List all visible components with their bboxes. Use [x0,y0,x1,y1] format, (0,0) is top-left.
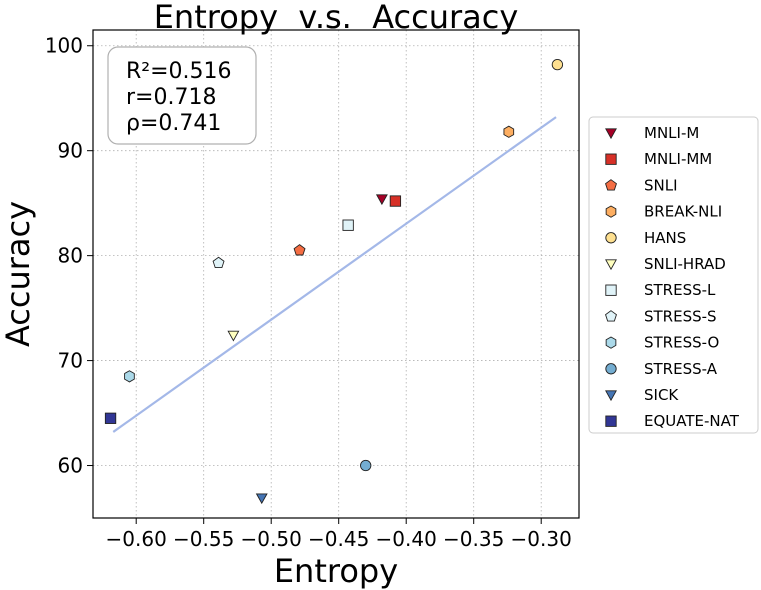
stats-annotation: R²=0.516 r=0.718 ρ=0.741 [107,46,257,145]
x-tick-label: −0.40 [376,527,437,551]
point-mnli-m [375,194,388,206]
point-break-nli [503,125,515,138]
point-hans [551,58,564,71]
y-tick-label: 100 [45,34,83,58]
x-tick-label: −0.35 [443,527,504,551]
legend-label-stress-l: STRESS-L [644,281,716,299]
point-stress-o [124,370,135,383]
legend-marker-sick [605,390,617,402]
x-axis-label: Entropy [274,552,398,590]
plot-frame [92,29,580,519]
legend-marker-mnli-m [605,128,617,140]
point-mnli-mm [389,195,402,207]
legend-label-stress-a: STRESS-A [644,360,718,378]
y-tick-label: 60 [58,454,83,478]
legend-marker-stress-l [605,284,617,296]
legend-label-hans: HANS [644,229,686,247]
legend-label-mnli-m: MNLI-M [644,124,699,142]
y-ticks: 60 70 80 90 100 [45,34,93,478]
legend-marker-mnli-mm [605,153,617,165]
y-tick-label: 90 [58,139,83,163]
legend-marker-break-nli [605,205,617,218]
legend-label-stress-s: STRESS-S [644,307,717,325]
data-points [104,58,564,505]
legend-label-stress-o: STRESS-O [644,334,719,352]
point-snli-hrad [227,330,240,342]
legend-label-mnli-mm: MNLI-MM [644,150,712,168]
point-equate-nat [104,412,117,424]
x-tick-label: −0.50 [241,527,302,551]
stat-r-squared: R²=0.516 [126,59,232,84]
x-tick-label: −0.30 [511,527,572,551]
legend: MNLI-M MNLI-MM SNLI BREAK-NLI HANS SNLI-HRAD S… [588,116,759,434]
legend-marker-stress-s [605,310,617,322]
legend-marker-stress-a [605,363,617,375]
point-sick [255,493,268,505]
point-stress-a [360,459,372,472]
legend-label-sick: SICK [644,386,679,404]
regression-line [112,116,557,433]
legend-marker-snli [605,179,617,191]
fit-layer [112,116,557,433]
legend-label-break-nli: BREAK-NLI [644,203,722,221]
x-tick-label: −0.60 [106,527,167,551]
legend-marker-snli-hrad [605,259,617,271]
stat-pearson-r: r=0.718 [126,85,216,110]
point-snli [293,244,306,256]
x-tick-label: −0.55 [173,527,234,551]
y-tick-label: 80 [58,244,83,268]
legend-marker-hans [605,232,617,244]
y-tick-label: 70 [58,349,83,373]
point-stress-s [212,256,225,269]
x-tick-label: −0.45 [308,527,369,551]
y-axis-label: Accuracy [0,201,37,347]
legend-label-equate-nat: EQUATE-NAT [644,412,740,430]
legend-marker-stress-o [605,336,617,349]
legend-label-snli-hrad: SNLI-HRAD [644,255,726,273]
point-stress-l [342,219,354,231]
stats-box [107,46,257,145]
stat-spearman-rho: ρ=0.741 [126,111,221,136]
x-ticks: −0.60 −0.55 −0.50 −0.45 −0.40 −0.35 −0.30 [106,518,572,551]
legend-label-snli: SNLI [644,176,678,194]
legend-marker-equate-nat [605,415,617,427]
legend-box [588,116,759,434]
